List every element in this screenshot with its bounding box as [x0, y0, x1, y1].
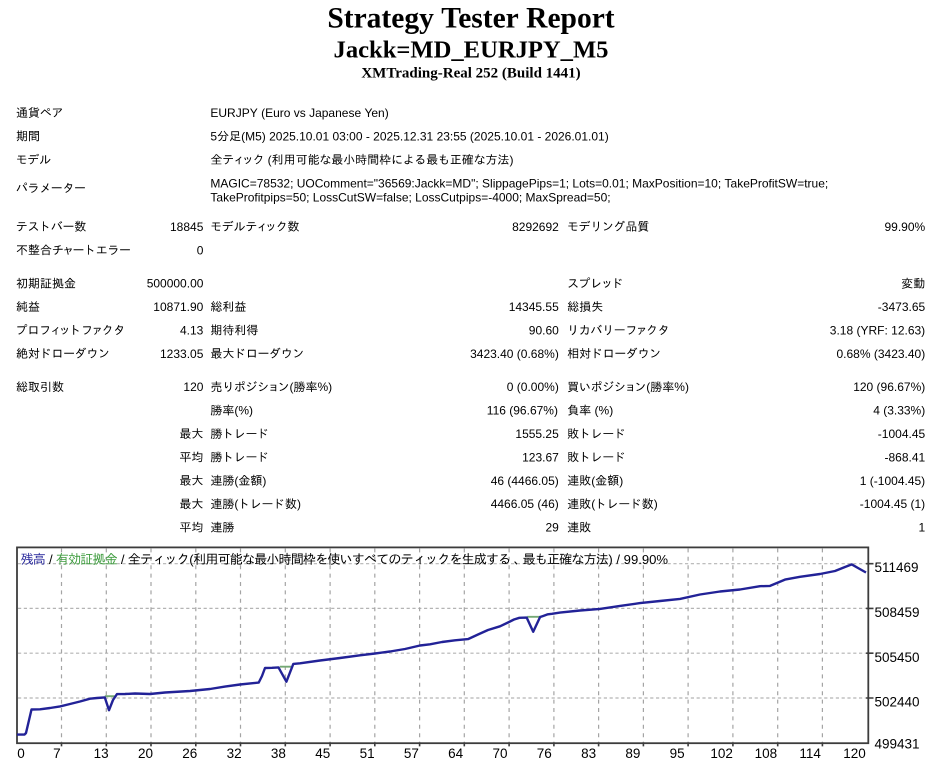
- svg-text:EURJPY (Euro vs Japanese Yen): EURJPY (Euro vs Japanese Yen): [210, 106, 388, 120]
- svg-text:95: 95: [670, 746, 685, 761]
- svg-text:108: 108: [755, 746, 778, 761]
- svg-text:502440: 502440: [875, 695, 920, 710]
- svg-text:38: 38: [271, 746, 286, 761]
- svg-text:46 (4466.05): 46 (4466.05): [491, 474, 559, 488]
- svg-text:4.13: 4.13: [180, 323, 204, 337]
- svg-text:114: 114: [799, 746, 821, 761]
- svg-text:10871.90: 10871.90: [153, 300, 203, 314]
- svg-text:120 (96.67%): 120 (96.67%): [853, 380, 925, 394]
- svg-text:99.90%: 99.90%: [885, 220, 926, 234]
- svg-text:1: 1: [919, 521, 926, 535]
- svg-text:123.67: 123.67: [522, 450, 559, 464]
- svg-text:89: 89: [625, 746, 640, 761]
- svg-text:13: 13: [94, 746, 109, 761]
- svg-text:8292692: 8292692: [512, 220, 559, 234]
- svg-text:1 (-1004.45): 1 (-1004.45): [860, 474, 925, 488]
- svg-text:0 (0.00%): 0 (0.00%): [507, 380, 559, 394]
- svg-text:499431: 499431: [875, 736, 920, 751]
- svg-text:%): %): [318, 380, 333, 394]
- svg-text:-1004.45 (1): -1004.45 (1): [860, 497, 925, 511]
- svg-text:/: /: [117, 552, 128, 567]
- svg-text:0: 0: [17, 746, 25, 761]
- svg-text:(M5) 2025.10.01 03:00 - 2025.1: (M5) 2025.10.01 03:00 - 2025.12.31 23:55…: [241, 129, 609, 143]
- svg-text:3.18 (YRF: 12.63): 3.18 (YRF: 12.63): [830, 323, 925, 337]
- svg-text:XMTrading-Real 252 (Build 1441: XMTrading-Real 252 (Build 1441): [361, 66, 580, 82]
- svg-text:83: 83: [581, 746, 596, 761]
- svg-text:(: (: [591, 497, 595, 511]
- svg-text:4 (3.33%): 4 (3.33%): [873, 404, 925, 418]
- svg-text:18845: 18845: [170, 220, 204, 234]
- svg-text:7: 7: [53, 746, 61, 761]
- svg-text:-868.41: -868.41: [885, 450, 926, 464]
- svg-text:102: 102: [710, 746, 733, 761]
- svg-text:120: 120: [843, 746, 866, 761]
- svg-text:/: /: [45, 552, 56, 567]
- svg-text:51: 51: [360, 746, 375, 761]
- svg-text:(: (: [591, 474, 595, 488]
- svg-text:0: 0: [197, 243, 204, 257]
- svg-text:76: 76: [537, 746, 552, 761]
- svg-text:5: 5: [210, 129, 217, 143]
- svg-text:116 (96.67%): 116 (96.67%): [487, 404, 558, 418]
- svg-text:45: 45: [315, 746, 330, 761]
- svg-text:(%): (%): [591, 404, 613, 418]
- svg-text:20: 20: [138, 746, 153, 761]
- svg-text:508459: 508459: [875, 605, 920, 620]
- svg-text:14345.55: 14345.55: [509, 300, 559, 314]
- svg-text:(: (: [234, 497, 238, 511]
- svg-text:505450: 505450: [875, 650, 920, 665]
- svg-text:(: (: [290, 380, 294, 394]
- svg-text:(: (: [189, 552, 194, 567]
- svg-text:64: 64: [448, 746, 464, 761]
- svg-text:4466.05 (46): 4466.05 (46): [491, 497, 559, 511]
- svg-text:120: 120: [183, 380, 203, 394]
- svg-text:Jackk=MD_EURJPY_M5: Jackk=MD_EURJPY_M5: [334, 37, 609, 64]
- svg-text:(: (: [264, 153, 271, 167]
- svg-text:1233.05: 1233.05: [160, 347, 204, 361]
- svg-text:(: (: [234, 474, 238, 488]
- svg-text:29: 29: [546, 521, 560, 535]
- svg-text:): ): [510, 153, 514, 167]
- svg-text:) / 99.90%: ) / 99.90%: [608, 552, 668, 567]
- svg-text:26: 26: [182, 746, 197, 761]
- svg-text:32: 32: [227, 746, 242, 761]
- svg-text:): ): [262, 474, 266, 488]
- svg-text:90.60: 90.60: [529, 323, 559, 337]
- svg-text:3423.40 (0.68%): 3423.40 (0.68%): [470, 347, 559, 361]
- svg-text:): ): [654, 497, 658, 511]
- svg-text:0.68% (3423.40): 0.68% (3423.40): [837, 347, 926, 361]
- svg-text:1555.25: 1555.25: [515, 427, 559, 441]
- svg-text:-3473.65: -3473.65: [878, 300, 926, 314]
- svg-text:500000.00: 500000.00: [147, 277, 204, 291]
- svg-text:(%): (%): [234, 404, 253, 418]
- svg-text:57: 57: [404, 746, 419, 761]
- svg-text:): ): [297, 497, 301, 511]
- svg-text:-1004.45: -1004.45: [878, 427, 926, 441]
- svg-text:%): %): [674, 380, 689, 394]
- svg-text:): ): [619, 474, 623, 488]
- svg-text:TakeProfitpips=50; LossCutSW=f: TakeProfitpips=50; LossCutSW=false; Loss…: [210, 190, 610, 204]
- svg-text:Strategy Tester Report: Strategy Tester Report: [327, 3, 614, 35]
- svg-text:511469: 511469: [875, 560, 919, 575]
- svg-text:70: 70: [492, 746, 507, 761]
- svg-text:(: (: [646, 380, 650, 394]
- svg-text:MAGIC=78532; UOComment="36569:: MAGIC=78532; UOComment="36569:Jackk=MD";…: [210, 176, 828, 190]
